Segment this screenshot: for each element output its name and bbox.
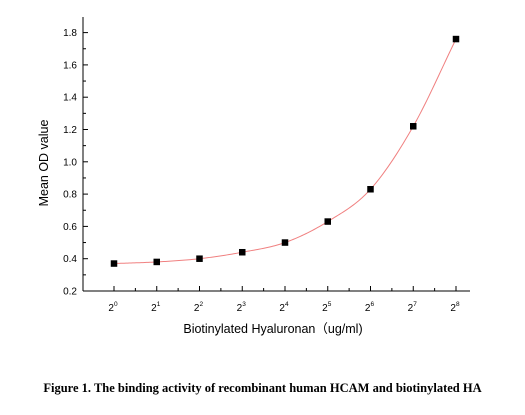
y-tick-label: 1.6 <box>63 60 77 71</box>
y-tick-label: 1.8 <box>63 28 77 39</box>
x-tick-label: 25 <box>322 301 332 314</box>
data-point <box>239 248 246 256</box>
fit-curve <box>113 38 457 265</box>
y-tick-label: 0.2 <box>63 287 77 298</box>
data-point <box>110 260 118 267</box>
x-tick-label: 26 <box>365 301 375 314</box>
y-axis-title: Mean OD value <box>37 120 51 207</box>
x-tick-label: 22 <box>194 301 204 314</box>
data-point <box>281 239 289 246</box>
x-tick-label: 21 <box>151 301 161 314</box>
fit-curve-layer <box>113 38 457 265</box>
y-tick-label: 0.6 <box>63 222 77 233</box>
y-tick-label: 0.8 <box>63 190 77 201</box>
x-tick-label: 27 <box>408 301 418 314</box>
data-points <box>110 35 460 267</box>
chart: 0.2 0.4 0.6 0.8 1.0 1.2 1.4 1.6 1.8 20 21 22 23 24 25 2… <box>37 17 470 336</box>
figure-caption: Figure 1. The binding activity of recomb… <box>43 381 482 395</box>
x-tick-label: 28 <box>450 301 460 314</box>
data-point <box>452 35 460 43</box>
y-tick-label: 1.0 <box>63 157 77 168</box>
data-point <box>324 218 331 225</box>
y-tick-label: 0.4 <box>63 254 77 265</box>
x-axis-title: Biotinylated Hyaluronan（ug/ml) <box>183 322 362 336</box>
y-tick-label: 1.4 <box>63 93 77 104</box>
data-point <box>410 123 417 130</box>
ticks: 0.2 0.4 0.6 0.8 1.0 1.2 1.4 1.6 1.8 20 21 22 23 24 25 2… <box>63 28 460 314</box>
x-tick-label: 20 <box>108 301 118 314</box>
data-point <box>153 258 160 266</box>
y-tick-label: 1.2 <box>63 125 77 136</box>
data-point <box>196 255 203 262</box>
data-point <box>367 186 374 193</box>
x-tick-label: 23 <box>237 301 247 314</box>
axes <box>82 17 470 292</box>
x-tick-label: 24 <box>279 301 289 314</box>
